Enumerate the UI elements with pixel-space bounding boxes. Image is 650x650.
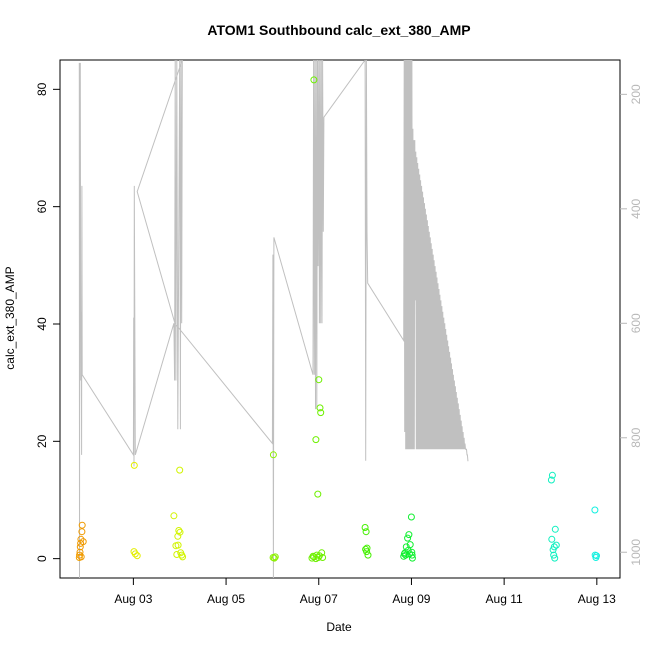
scatter-points xyxy=(75,76,600,563)
data-point xyxy=(363,544,371,552)
x-tick-label: Aug 05 xyxy=(207,592,245,606)
series-line xyxy=(78,60,469,578)
y-tick-label: 0 xyxy=(35,555,49,562)
data-point xyxy=(174,541,182,549)
y-tick-label: 40 xyxy=(35,317,49,331)
y-tick-label: 60 xyxy=(35,200,49,214)
data-point xyxy=(133,552,141,560)
data-point xyxy=(77,535,85,543)
data-point xyxy=(79,538,87,546)
data-point xyxy=(363,548,371,556)
x-tick-label: Aug 07 xyxy=(300,592,338,606)
data-point xyxy=(309,552,317,560)
y2-tick-label: 800 xyxy=(629,427,643,447)
data-point xyxy=(176,466,184,474)
data-point xyxy=(591,506,599,514)
data-point xyxy=(405,531,413,539)
data-point xyxy=(77,553,85,561)
data-point xyxy=(551,554,559,562)
x-tick-label: Aug 03 xyxy=(114,592,152,606)
data-point xyxy=(317,409,325,417)
data-point xyxy=(364,551,372,559)
data-point xyxy=(316,404,324,412)
x-tick-label: Aug 11 xyxy=(486,592,523,606)
data-point xyxy=(310,76,318,84)
data-point xyxy=(550,551,558,559)
y2-tick-label: 1000 xyxy=(629,539,643,566)
data-point xyxy=(76,543,84,551)
chart-title: ATOM1 Southbound calc_ext_380_AMP xyxy=(207,22,470,38)
data-point xyxy=(314,490,322,498)
x-axis-label: Date xyxy=(326,620,352,634)
data-point xyxy=(404,546,412,554)
data-point xyxy=(314,554,322,561)
data-point xyxy=(593,552,600,560)
data-point xyxy=(407,513,415,521)
data-point xyxy=(404,534,412,542)
y2-tick-label: 200 xyxy=(629,84,643,104)
data-point xyxy=(400,550,408,558)
data-point xyxy=(552,541,560,549)
data-point xyxy=(271,553,279,561)
x-tick-label: Aug 13 xyxy=(578,592,616,606)
data-point xyxy=(131,550,139,558)
data-point xyxy=(175,527,183,534)
data-point xyxy=(78,521,86,529)
data-point xyxy=(402,543,410,551)
data-point xyxy=(551,525,559,533)
y2-tick-label: 600 xyxy=(629,313,643,333)
y2-tick-label: 400 xyxy=(629,198,643,218)
data-point xyxy=(550,543,558,551)
data-point xyxy=(548,471,556,479)
data-point xyxy=(176,528,184,536)
data-point xyxy=(548,535,556,543)
data-point xyxy=(406,550,413,558)
data-point xyxy=(76,548,84,556)
data-point xyxy=(269,451,277,459)
data-point xyxy=(312,436,320,444)
y-axis-label: calc_ext_380_AMP xyxy=(3,266,17,369)
data-point xyxy=(361,524,369,531)
x-tick-label: Aug 09 xyxy=(392,592,430,606)
amplitude-line xyxy=(78,60,469,578)
y-tick-label: 80 xyxy=(35,82,49,96)
plot-frame xyxy=(59,59,621,579)
data-point xyxy=(315,376,323,384)
data-point xyxy=(78,528,86,536)
data-point xyxy=(179,553,187,561)
data-point xyxy=(173,551,181,558)
data-point xyxy=(319,554,327,561)
data-point xyxy=(170,512,178,520)
data-point xyxy=(76,551,84,559)
data-point xyxy=(130,461,138,469)
axes: Aug 03 Aug 05 Aug 07 Aug 09 Aug 11 Aug 13 0 20 4… xyxy=(35,82,643,606)
y-tick-label: 20 xyxy=(35,434,49,448)
data-point xyxy=(318,549,326,557)
data-point xyxy=(362,528,370,536)
data-point xyxy=(270,554,278,562)
data-point xyxy=(547,476,555,484)
